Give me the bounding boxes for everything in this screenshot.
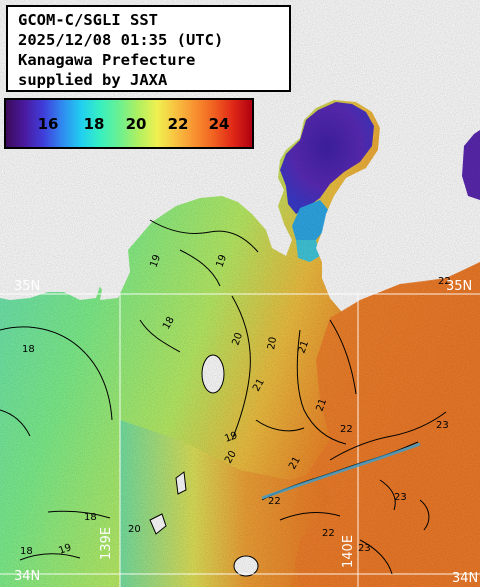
contour-value-labels: 19 19 18 18 19 20 20 21 21 21 22 22 22 2… [20,253,451,557]
contour-label: 18 [20,546,33,557]
lat-label-35n-right: 35N [446,279,472,294]
lat-lon-grid [0,293,480,587]
color-scale-bar [6,100,252,147]
contour-label: 23 [358,543,371,554]
kuroshio-front [261,442,421,500]
contour-label: 22 [322,528,335,539]
contour-label: 23 [394,492,407,503]
scale-label-22: 22 [167,115,189,133]
contour-label: 22 [438,276,451,287]
title-line-datetime: 2025/12/08 01:35 (UTC) [18,31,224,49]
scale-label-16: 16 [37,115,59,133]
grid-labels: 35N 35N 34N 34N 139E 140E [14,279,478,586]
scale-label-18: 18 [83,115,105,133]
lat-label-34n-right: 34N [452,571,478,586]
contour-label: 22 [268,496,281,507]
title-line-sensor: GCOM-C/SGLI SST [18,11,158,29]
lat-label-34n-left: 34N [14,569,40,584]
lat-label-35n-left: 35N [14,279,40,294]
scale-label-24: 24 [208,115,230,133]
title-line-source: supplied by JAXA [18,71,168,89]
contour-label: 20 [128,524,141,535]
color-scale-labels: 16 18 20 22 24 [6,115,252,135]
lon-label-140e: 140E [341,535,356,568]
contour-label: 18 [22,344,35,355]
contour-label: 20 [230,331,245,347]
contour-label: 19 [57,542,73,557]
lon-label-139e: 139E [99,527,114,560]
contour-label: 20 [266,336,279,350]
contour-label: 18 [84,512,97,523]
contour-label: 21 [296,339,311,355]
contour-label: 23 [436,420,449,431]
title-panel: GCOM-C/SGLI SST 2025/12/08 01:35 (UTC) K… [6,5,291,92]
contour-label: 19 [148,253,163,269]
contour-label: 19 [223,430,239,445]
contour-label: 21 [314,397,329,413]
contour-label: 22 [340,424,353,435]
contour-label: 19 [214,253,229,269]
color-scale-legend: 16 18 20 22 24 [4,98,254,149]
title-line-region: Kanagawa Prefecture [18,51,196,69]
scale-label-20: 20 [125,115,147,133]
